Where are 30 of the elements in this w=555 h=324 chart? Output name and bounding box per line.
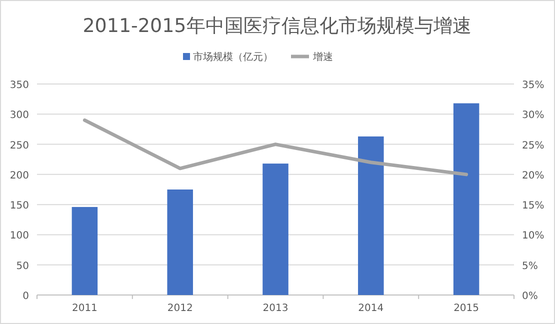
- y2-tick-label: 5%: [522, 260, 538, 272]
- bar: [262, 164, 288, 295]
- x-tick-label: 2011: [72, 303, 98, 314]
- y-tick-label: 250: [10, 140, 29, 152]
- bar: [167, 190, 193, 295]
- legend-label: 市场规模（亿元）: [193, 51, 273, 63]
- legend-label: 增速: [312, 51, 333, 63]
- line-series: [82, 118, 468, 176]
- y-tick-label: 0: [22, 291, 29, 302]
- y-tick-label: 150: [10, 200, 29, 212]
- y2-tick-label: 15%: [522, 200, 544, 212]
- y-tick-label: 300: [10, 110, 29, 122]
- y2-tick-label: 35%: [522, 80, 544, 91]
- y-tick-label: 200: [10, 170, 29, 182]
- x-tick-label: 2012: [167, 303, 193, 314]
- x-tick-label: 2014: [358, 303, 384, 314]
- x-tick-label: 2015: [454, 303, 480, 314]
- y2-tick-label: 20%: [522, 170, 544, 182]
- chart-title: 2011-2015年中国医疗信息化市场规模与增速: [82, 15, 472, 37]
- bar: [453, 103, 480, 295]
- bar: [358, 136, 384, 295]
- y2-tick-label: 0%: [522, 291, 538, 302]
- y-tick-label: 100: [10, 230, 29, 242]
- y-tick-label: 350: [10, 80, 29, 91]
- bar: [72, 206, 98, 295]
- y2-tick-label: 25%: [522, 140, 544, 152]
- y2-tick-label: 10%: [522, 230, 544, 242]
- x-tick-label: 2013: [262, 303, 288, 314]
- y2-tick-label: 30%: [522, 110, 544, 122]
- y-tick-label: 50: [16, 260, 29, 272]
